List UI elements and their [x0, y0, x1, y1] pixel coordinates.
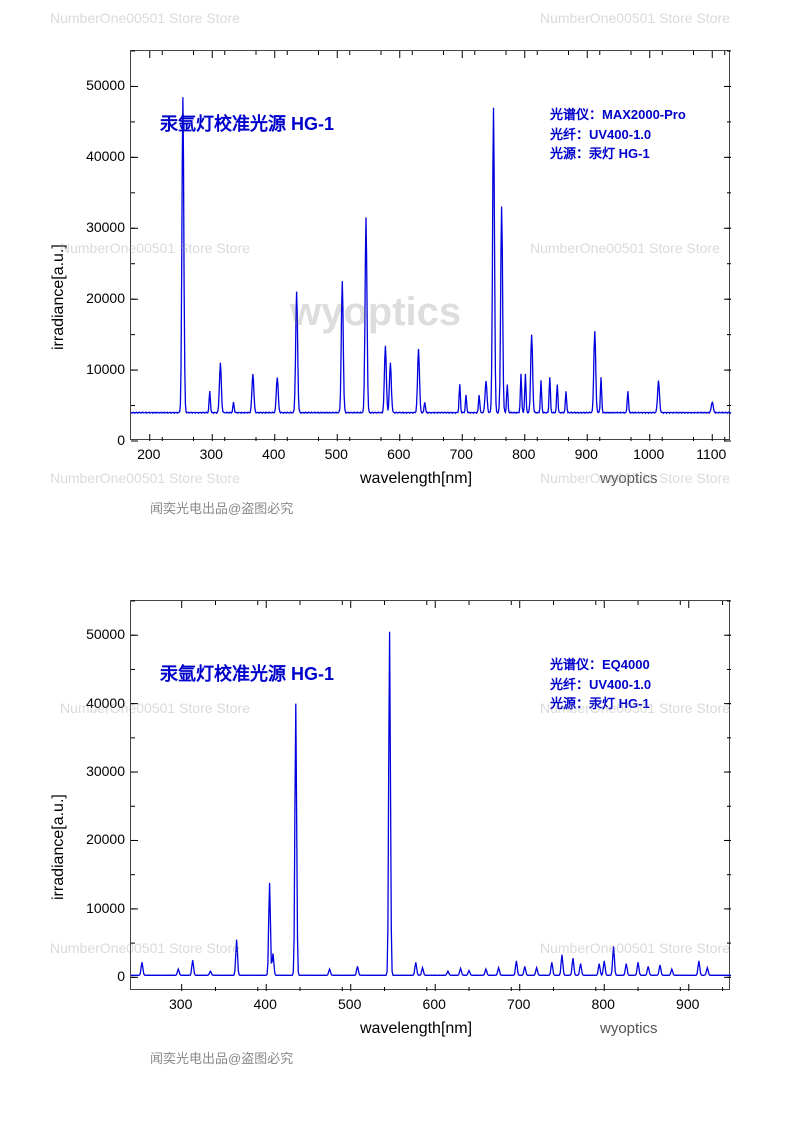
- x-tick-label: 1000: [633, 446, 664, 462]
- x-tick-label: 400: [262, 446, 285, 462]
- y-tick-label: 30000: [75, 763, 125, 779]
- legend-row: 光源：汞灯 HG-1: [550, 144, 686, 164]
- x-tick-label: 700: [450, 446, 473, 462]
- spectrum-chart-1: irradiance[a.u.] wavelength[nm] 闻奕光电出品@盗…: [40, 30, 760, 530]
- chart-legend: 光谱仪：MAX2000-Pro光纤：UV400-1.0光源：汞灯 HG-1: [550, 105, 686, 164]
- x-tick-label: 800: [512, 446, 535, 462]
- x-tick-label: 300: [200, 446, 223, 462]
- watermark-store: NumberOne00501 Store Store: [50, 10, 240, 26]
- x-axis-label: wavelength[nm]: [360, 1020, 472, 1038]
- legend-row: 光纤：UV400-1.0: [550, 675, 651, 695]
- y-tick-label: 20000: [75, 290, 125, 306]
- y-tick-label: 50000: [75, 77, 125, 93]
- y-tick-label: 40000: [75, 695, 125, 711]
- brand-sub-text: 闻奕光电出品@盗图必究: [150, 498, 293, 517]
- brand-right-text: wyoptics: [600, 470, 658, 487]
- watermark-store: NumberOne00501 Store Store: [540, 10, 730, 26]
- chart-title: 汞氩灯校准光源 HG-1: [160, 660, 334, 686]
- x-tick-label: 300: [169, 996, 192, 1012]
- brand-sub-text: 闻奕光电出品@盗图必究: [150, 1048, 293, 1067]
- x-tick-label: 800: [592, 996, 615, 1012]
- x-tick-label: 700: [507, 996, 530, 1012]
- x-tick-label: 600: [423, 996, 446, 1012]
- y-tick-label: 40000: [75, 148, 125, 164]
- x-tick-label: 500: [325, 446, 348, 462]
- y-tick-label: 30000: [75, 219, 125, 235]
- legend-row: 光纤：UV400-1.0: [550, 125, 686, 145]
- y-tick-label: 0: [75, 432, 125, 448]
- x-tick-label: 400: [254, 996, 277, 1012]
- spectrum-chart-2: irradiance[a.u.] wavelength[nm] 闻奕光电出品@盗…: [40, 580, 760, 1080]
- x-tick-label: 900: [575, 446, 598, 462]
- brand-right-text: wyoptics: [600, 1020, 658, 1037]
- chart-legend: 光谱仪：EQ4000光纤：UV400-1.0光源：汞灯 HG-1: [550, 655, 651, 714]
- y-tick-label: 10000: [75, 900, 125, 916]
- x-tick-label: 600: [387, 446, 410, 462]
- y-tick-label: 20000: [75, 831, 125, 847]
- x-tick-label: 900: [676, 996, 699, 1012]
- y-axis-label: irradiance[a.u.]: [50, 244, 68, 350]
- x-tick-label: 200: [137, 446, 160, 462]
- y-tick-label: 10000: [75, 361, 125, 377]
- y-tick-label: 50000: [75, 626, 125, 642]
- chart-title: 汞氩灯校准光源 HG-1: [160, 110, 334, 136]
- x-tick-label: 1100: [696, 446, 726, 462]
- x-axis-label: wavelength[nm]: [360, 470, 472, 488]
- y-axis-label: irradiance[a.u.]: [50, 794, 68, 900]
- legend-row: 光谱仪：MAX2000-Pro: [550, 105, 686, 125]
- x-tick-label: 500: [338, 996, 361, 1012]
- y-tick-label: 0: [75, 968, 125, 984]
- legend-row: 光源：汞灯 HG-1: [550, 694, 651, 714]
- legend-row: 光谱仪：EQ4000: [550, 655, 651, 675]
